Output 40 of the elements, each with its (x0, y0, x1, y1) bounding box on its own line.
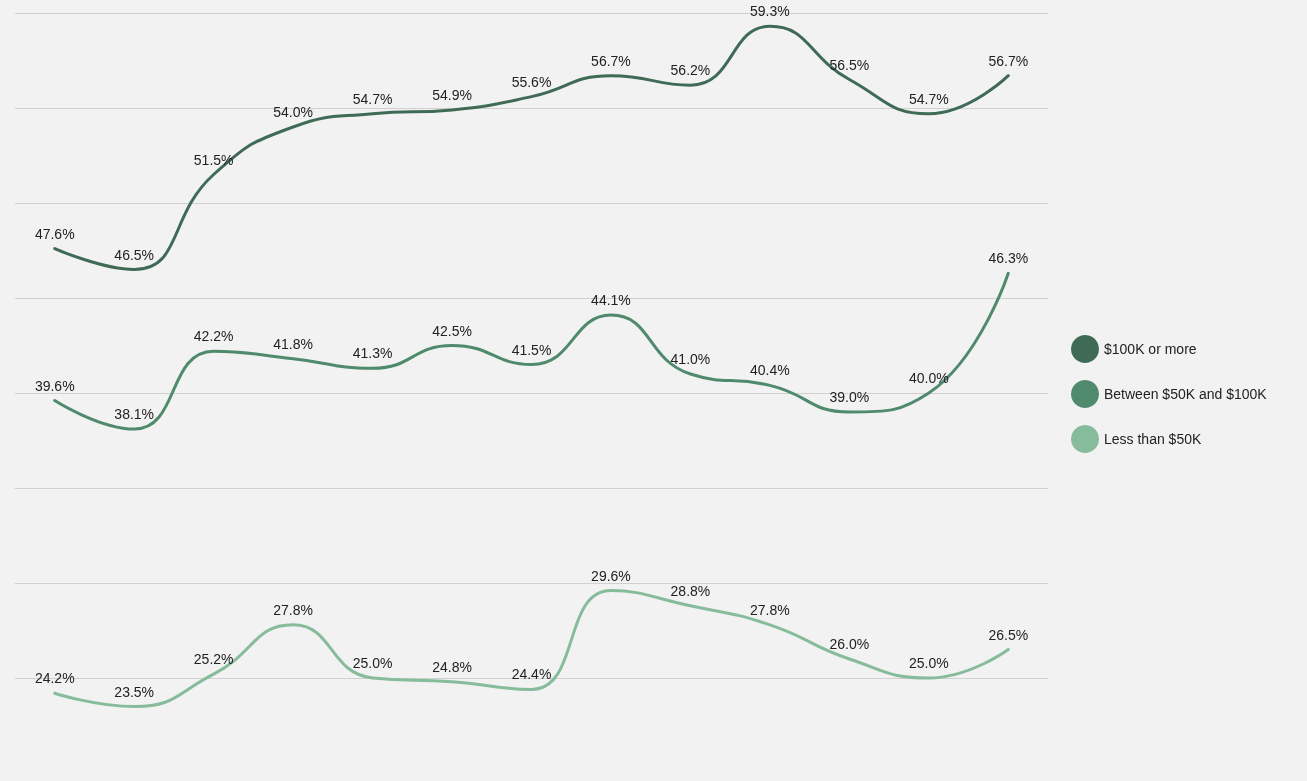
data-label: 46.5% (114, 246, 155, 263)
legend-label: $100K or more (1104, 341, 1197, 357)
data-label: 56.7% (591, 52, 631, 69)
data-label: 42.2% (193, 328, 234, 345)
data-label: 23.5% (114, 683, 155, 700)
data-label: 46.3% (988, 250, 1029, 267)
data-label: 41.0% (670, 351, 711, 367)
data-label: 56.7% (988, 52, 1029, 69)
data-label: 54.9% (432, 86, 472, 103)
data-label: 54.7% (908, 90, 949, 107)
data-label: 40.4% (750, 362, 790, 379)
data-label: 24.2% (34, 670, 75, 687)
data-label: 27.8% (273, 601, 313, 618)
data-label: 39.0% (829, 389, 870, 405)
data-label: 29.6% (591, 567, 631, 584)
data-label: 28.8% (670, 582, 711, 599)
legend-label: Less than $50K (1104, 431, 1202, 447)
data-label: 59.3% (750, 3, 790, 20)
data-label: 38.1% (114, 406, 155, 423)
data-label: 25.0% (352, 655, 393, 671)
data-label: 41.5% (511, 341, 552, 358)
data-label: 47.6% (34, 225, 75, 242)
data-label: 41.3% (352, 345, 393, 362)
data-label: 39.6% (34, 377, 75, 394)
data-label: 41.8% (273, 335, 313, 352)
data-label: 26.5% (988, 626, 1029, 643)
data-label: 25.2% (193, 651, 234, 668)
data-label: 44.1% (591, 292, 631, 309)
data-label: 42.5% (432, 322, 472, 339)
data-label: 24.4% (511, 666, 552, 683)
data-label: 55.6% (511, 73, 552, 90)
data-label: 54.7% (352, 90, 393, 107)
data-label: 25.0% (908, 655, 949, 671)
data-label: 54.0% (273, 104, 313, 120)
data-label: 56.2% (670, 62, 711, 79)
data-label: 27.8% (750, 601, 790, 618)
data-label: 24.8% (432, 658, 472, 675)
data-label: 56.5% (829, 56, 870, 73)
data-label: 26.0% (829, 636, 870, 652)
legend-label: Between $50K and $100K (1104, 386, 1268, 402)
